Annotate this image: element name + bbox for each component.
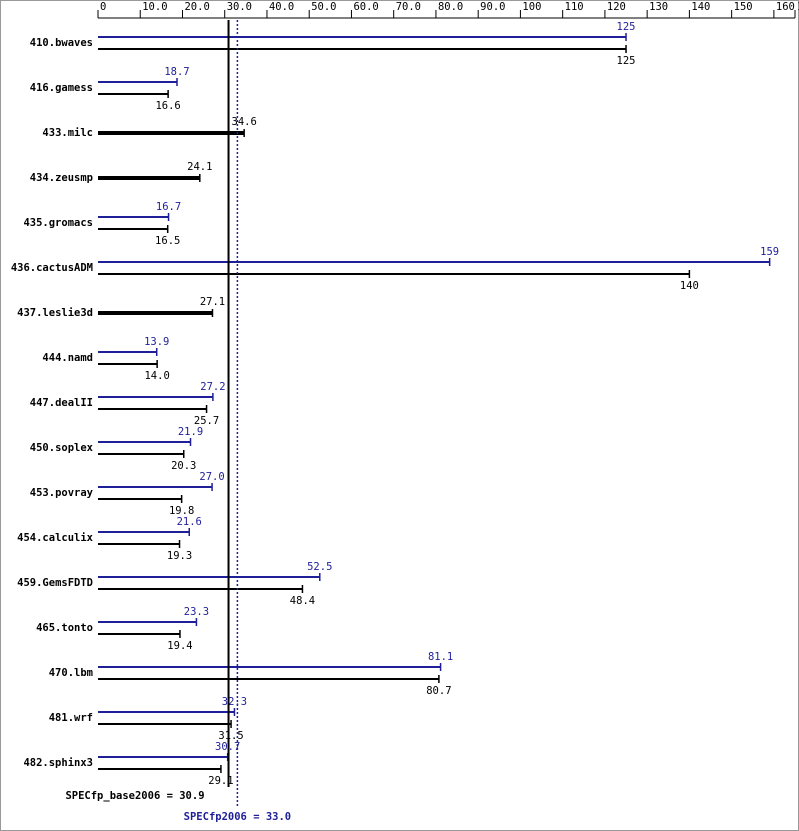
x-tick-label: 120 <box>607 1 626 13</box>
category-label: 435.gromacs <box>23 217 93 229</box>
reference-label: SPECfp_base2006 = 30.9 <box>65 790 204 802</box>
value-label: 48.4 <box>290 595 315 607</box>
x-tick-label: 30.0 <box>227 1 252 13</box>
value-label: 14.0 <box>144 370 169 382</box>
value-label: 27.0 <box>199 471 224 483</box>
category-label: 434.zeusmp <box>30 172 93 184</box>
x-tick-label: 40.0 <box>269 1 294 13</box>
category-label: 416.gamess <box>30 82 93 94</box>
value-label: 16.6 <box>155 100 180 112</box>
category-label: 410.bwaves <box>30 37 93 49</box>
value-label: 24.1 <box>187 161 212 173</box>
x-tick-label: 110 <box>565 1 584 13</box>
value-label: 80.7 <box>426 685 451 697</box>
value-label: 19.3 <box>167 550 192 562</box>
x-tick-label: 0 <box>100 1 106 13</box>
value-label: 13.9 <box>144 336 169 348</box>
x-tick-label: 165 <box>797 1 799 13</box>
category-label: 453.povray <box>30 487 94 499</box>
value-label: 27.2 <box>200 381 225 393</box>
x-tick-label: 160 <box>776 1 795 13</box>
value-label: 34.6 <box>232 116 257 128</box>
x-tick-label: 100 <box>522 1 541 13</box>
category-label: 450.soplex <box>30 442 94 454</box>
category-label: 482.sphinx3 <box>23 757 93 769</box>
category-label: 454.calculix <box>17 532 94 544</box>
value-label: 23.3 <box>184 606 209 618</box>
value-label: 16.5 <box>155 235 180 247</box>
category-label: 459.GemsFDTD <box>17 577 93 589</box>
category-label: 465.tonto <box>36 622 93 634</box>
value-label: 27.1 <box>200 296 225 308</box>
category-label: 481.wrf <box>49 712 93 724</box>
x-tick-label: 80.0 <box>438 1 463 13</box>
category-label: 470.lbm <box>49 667 93 679</box>
value-label: 81.1 <box>428 651 453 663</box>
value-label: 125 <box>617 55 636 67</box>
category-label: 433.milc <box>42 127 93 139</box>
value-label: 19.4 <box>167 640 192 652</box>
value-label: 159 <box>760 246 779 258</box>
value-label: 52.5 <box>307 561 332 573</box>
value-label: 25.7 <box>194 415 219 427</box>
x-tick-label: 150 <box>734 1 753 13</box>
value-label: 16.7 <box>156 201 181 213</box>
x-tick-label: 20.0 <box>184 1 209 13</box>
value-label: 29.1 <box>208 775 233 787</box>
x-tick-label: 90.0 <box>480 1 505 13</box>
value-label: 18.7 <box>164 66 189 78</box>
value-label: 19.8 <box>169 505 194 517</box>
x-tick-label: 140 <box>691 1 710 13</box>
value-label: 140 <box>680 280 699 292</box>
x-tick-label: 60.0 <box>353 1 378 13</box>
category-label: 444.namd <box>42 352 93 364</box>
value-label: 21.6 <box>177 516 202 528</box>
value-label: 20.3 <box>171 460 196 472</box>
x-tick-label: 130 <box>649 1 668 13</box>
value-label: 32.3 <box>222 696 247 708</box>
x-tick-label: 70.0 <box>396 1 421 13</box>
category-label: 436.cactusADM <box>11 262 93 274</box>
reference-label: SPECfp2006 = 33.0 <box>184 811 291 823</box>
value-label: 125 <box>617 21 636 33</box>
x-tick-label: 50.0 <box>311 1 336 13</box>
x-tick-label: 10.0 <box>142 1 167 13</box>
category-label: 447.dealII <box>30 397 93 409</box>
category-label: 437.leslie3d <box>17 307 93 319</box>
value-label: 21.9 <box>178 426 203 438</box>
